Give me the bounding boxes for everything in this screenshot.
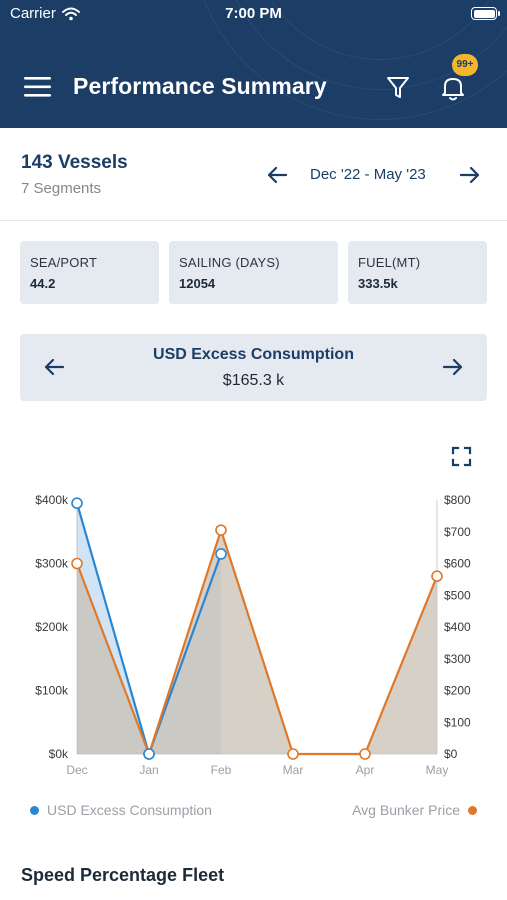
- menu-icon[interactable]: [24, 76, 52, 98]
- stat-card-sea-port: SEA/PORT 44.2: [20, 241, 159, 304]
- x-tick-label: Mar: [283, 763, 304, 777]
- section-divider: [0, 220, 507, 221]
- y-tick-label-right: $100: [444, 715, 471, 729]
- app-header: Carrier 7:00 PM Performance Summary 99+: [0, 0, 507, 128]
- filter-icon[interactable]: [386, 75, 410, 101]
- y-tick-label-right: $400: [444, 620, 471, 634]
- data-point-bunker-price: [359, 748, 371, 760]
- stat-card-fuel: FUEL(MT) 333.5k: [348, 241, 487, 304]
- data-point-bunker-price: [71, 557, 83, 570]
- stat-value: 333.5k: [358, 276, 398, 291]
- data-point-excess-consumption: [215, 548, 227, 560]
- data-point-excess-consumption: [143, 748, 155, 760]
- date-range-navigator: Dec '22 - May '23: [265, 160, 487, 190]
- date-range-label: Dec '22 - May '23: [310, 166, 426, 183]
- fullscreen-icon[interactable]: [451, 446, 472, 467]
- y-tick-label-right: $700: [444, 525, 471, 539]
- legend-label: Avg Bunker Price: [352, 802, 460, 818]
- status-bar: Carrier 7:00 PM: [0, 0, 507, 28]
- segment-count: 7 Segments: [21, 180, 102, 197]
- previous-metric-button[interactable]: [42, 355, 66, 379]
- notification-badge: 99+: [452, 54, 478, 76]
- next-metric-button[interactable]: [441, 355, 465, 379]
- metric-value: $165.3 k: [222, 372, 285, 389]
- stat-label: SEA/PORT: [30, 255, 98, 270]
- data-point-bunker-price: [215, 524, 227, 536]
- stat-card-sailing-days: SAILING (DAYS) 12054: [169, 241, 338, 304]
- metric-title: USD Excess Consumption: [153, 346, 354, 363]
- y-tick-label-left: $100k: [35, 684, 69, 698]
- legend-item-bunker-price: Avg Bunker Price: [352, 802, 477, 818]
- y-tick-label-left: $400k: [35, 493, 69, 507]
- stat-value: 12054: [179, 276, 216, 291]
- metric-selector: USD Excess Consumption $165.3 k: [20, 334, 487, 401]
- section-title: Speed Percentage Fleet: [21, 865, 225, 885]
- bell-icon[interactable]: [440, 74, 466, 102]
- x-tick-label: Feb: [211, 763, 232, 777]
- y-tick-label-right: $200: [444, 684, 471, 698]
- legend-label: USD Excess Consumption: [47, 802, 212, 818]
- y-tick-label-right: $800: [444, 493, 471, 507]
- series-area-bunker-price: [77, 530, 437, 754]
- stat-label: FUEL(MT): [358, 255, 421, 270]
- previous-period-button[interactable]: [265, 163, 289, 187]
- data-point-bunker-price: [431, 570, 443, 582]
- battery-icon: [471, 7, 500, 20]
- x-tick-label: Jan: [139, 763, 158, 777]
- series-line-bunker-price: [75, 526, 439, 758]
- y-tick-label-left: $300k: [35, 557, 69, 571]
- consumption-bunker-chart: $0k $100k $200k $300k $400k $0 $100 $200 $300 $40…: [35, 493, 471, 777]
- vessel-count: 143 Vessels: [21, 152, 128, 173]
- y-tick-label-right: $300: [444, 652, 471, 666]
- y-tick-label-left: $0k: [49, 747, 69, 761]
- legend-item-excess-consumption: USD Excess Consumption: [30, 802, 212, 818]
- stat-value: 44.2: [30, 276, 56, 291]
- y-tick-label-right: $0: [444, 747, 458, 761]
- y-tick-label-right: $500: [444, 588, 471, 602]
- legend-dot: [468, 805, 477, 815]
- carrier-indicator: Carrier: [10, 5, 80, 22]
- carrier-label: Carrier: [10, 5, 56, 22]
- x-tick-label: May: [426, 763, 449, 777]
- x-tick-label: Dec: [66, 763, 87, 777]
- legend-dot: [30, 805, 39, 815]
- x-tick-label: Apr: [356, 763, 375, 777]
- data-point-bunker-price: [287, 748, 299, 760]
- data-point-excess-consumption: [71, 497, 83, 509]
- status-time: 7:00 PM: [225, 5, 282, 22]
- y-tick-label-right: $600: [444, 557, 471, 571]
- page-title: Performance Summary: [73, 73, 327, 99]
- next-period-button[interactable]: [458, 163, 482, 187]
- wifi-icon: [61, 7, 80, 20]
- y-tick-label-left: $200k: [35, 620, 69, 634]
- stat-label: SAILING (DAYS): [179, 255, 280, 270]
